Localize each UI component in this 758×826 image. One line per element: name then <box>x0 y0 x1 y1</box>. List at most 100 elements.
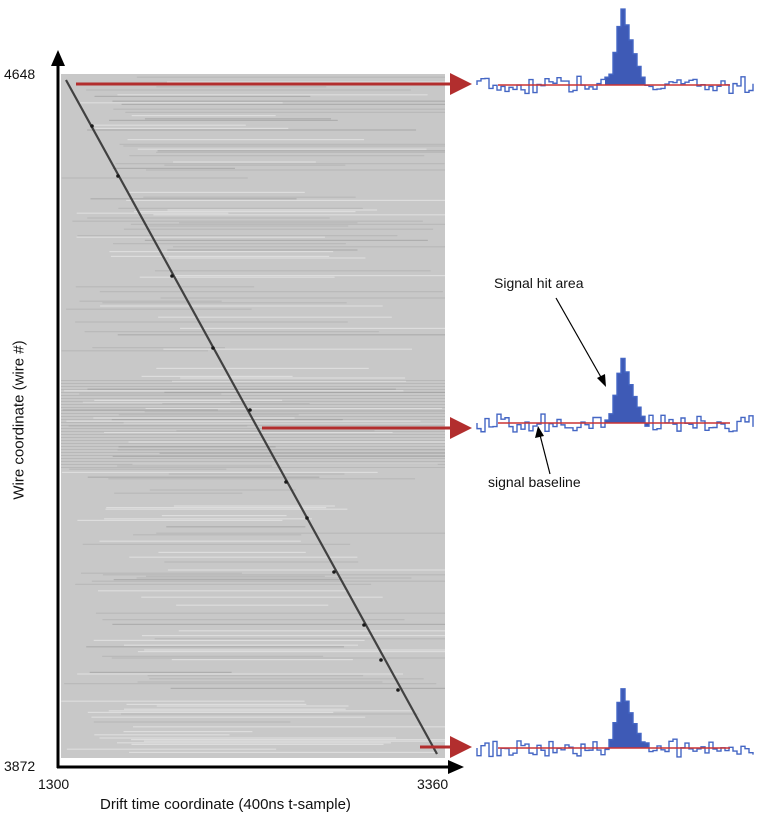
track-hits <box>90 124 400 692</box>
noise-streak <box>159 452 445 454</box>
noise-streak <box>76 212 229 214</box>
noise-streak <box>102 619 405 621</box>
noise-streak <box>104 518 313 520</box>
noise-streak <box>77 673 404 675</box>
noise-streak <box>154 638 446 640</box>
particle-track <box>65 79 438 755</box>
noise-streak <box>156 705 349 707</box>
waveform-top <box>476 8 754 95</box>
noise-streak <box>129 751 437 753</box>
noise-band <box>61 461 445 462</box>
noise-streak <box>113 243 346 245</box>
noise-band <box>61 410 445 411</box>
noise-streak <box>156 86 327 88</box>
noise-streak <box>102 574 446 576</box>
noise-streak <box>145 407 443 409</box>
noise-streak <box>141 635 445 637</box>
waveform-bottom <box>476 688 754 758</box>
arrow-bottom <box>420 736 472 758</box>
noise-streak <box>179 327 445 329</box>
waveforms <box>476 8 754 758</box>
noise-streak <box>87 388 396 390</box>
noise-streak <box>144 649 445 651</box>
noise-band <box>61 440 445 441</box>
noise-streak <box>134 211 356 213</box>
noise-streak <box>132 463 438 465</box>
waveform-middle <box>476 357 754 433</box>
baseline-pointer <box>539 434 551 475</box>
noise-streak <box>160 297 445 299</box>
track-hit <box>248 408 252 412</box>
noise-streak <box>61 700 305 702</box>
noise-streak <box>87 217 330 219</box>
track-hit <box>396 688 400 692</box>
noise-streak <box>156 151 445 153</box>
noise-band <box>61 416 445 417</box>
y-axis-arrowhead <box>51 50 65 66</box>
noise-band <box>61 446 445 447</box>
track-hit <box>170 274 174 278</box>
x-axis-title: Drift time coordinate (400ns t-sample) <box>100 796 351 813</box>
noise-streak <box>94 734 230 736</box>
noise-streak <box>68 425 248 427</box>
noise-streak <box>176 430 375 432</box>
noise-streak <box>149 489 296 491</box>
noise-streak <box>118 207 363 209</box>
noise-streak <box>132 726 446 728</box>
noise-streak <box>179 222 358 224</box>
noise-streak <box>77 235 398 237</box>
noise-streak <box>106 507 327 509</box>
noise-streak <box>137 148 427 150</box>
noise-streak <box>141 596 383 598</box>
noise-band <box>61 425 445 426</box>
noise-streak <box>72 220 423 222</box>
signal-hit-area <box>605 358 649 428</box>
noise-streak <box>117 742 391 744</box>
noise-streak <box>144 118 332 120</box>
noise-band <box>61 443 445 444</box>
noise-streak <box>75 583 372 585</box>
noise-band <box>61 434 445 435</box>
noise-streak <box>163 348 412 350</box>
y-bottom-tick-label: 3872 <box>4 758 36 774</box>
noise-streak <box>95 612 446 614</box>
noise-streak <box>119 143 445 145</box>
x-left-tick-label: 1300 <box>38 776 70 792</box>
noise-streak <box>75 286 255 288</box>
noise-streak <box>76 236 325 238</box>
noise-streak <box>112 623 445 625</box>
noise-streak <box>79 393 222 395</box>
noise-band <box>61 422 445 423</box>
baseline-label: signal baseline <box>488 474 581 490</box>
noise-streak <box>113 579 341 581</box>
noise-streak <box>69 468 227 470</box>
noise-streak <box>109 119 338 121</box>
track-hit <box>362 623 366 627</box>
noise-streak <box>117 449 445 451</box>
signal-hit-area <box>605 688 649 755</box>
noise-streak <box>168 257 366 259</box>
noise-streak <box>113 108 445 110</box>
noise-streak <box>91 716 366 718</box>
noise-streak <box>173 505 335 507</box>
noise-streak <box>167 569 445 571</box>
noise-band <box>61 383 445 384</box>
noise-streak <box>164 561 359 563</box>
noise-streak <box>137 681 383 683</box>
noise-band <box>61 455 445 456</box>
noise-band <box>61 437 445 438</box>
noise-streak <box>117 465 272 467</box>
noise-streak <box>80 572 242 574</box>
noise-streak <box>131 115 276 117</box>
noise-streak <box>84 331 379 333</box>
noise-streak <box>114 492 243 494</box>
noise-streak <box>167 249 358 251</box>
noise-streak <box>129 556 358 558</box>
noise-streak <box>157 150 445 152</box>
noise-streak <box>158 551 306 553</box>
noise-streak <box>109 251 334 253</box>
noise-streak <box>125 111 445 113</box>
noise-band <box>61 467 445 468</box>
noise-streak <box>164 391 445 393</box>
noise-streak <box>168 473 345 475</box>
